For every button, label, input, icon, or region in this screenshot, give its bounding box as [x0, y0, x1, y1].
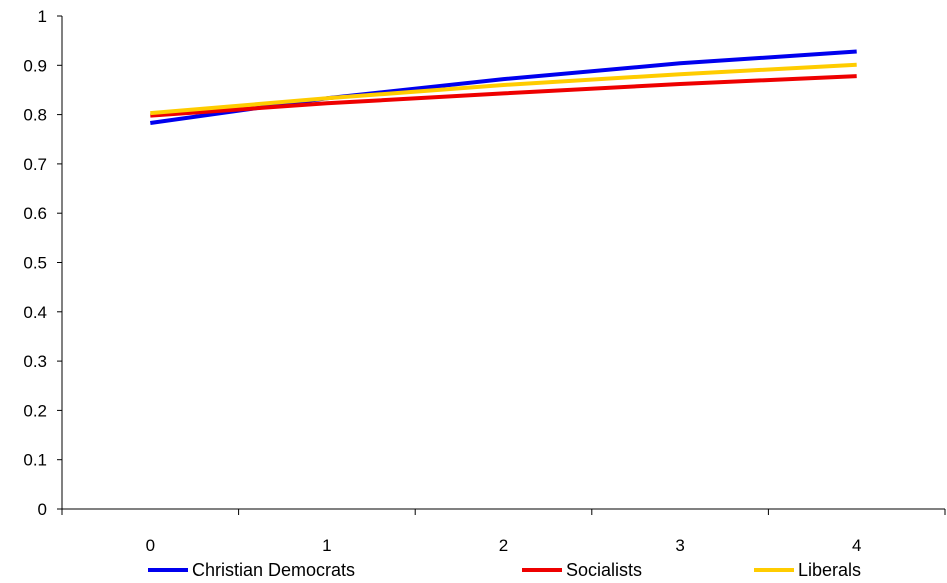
series-line-socialists: [150, 74, 857, 118]
y-tick-label: 0.9: [23, 56, 47, 75]
y-tick-label: 0.6: [23, 204, 47, 223]
legend-label: Liberals: [798, 560, 861, 580]
y-axis: 0 0.1 0.2 0.3 0.4 0.5 0.6 0.7 0.8 0.9 1: [23, 7, 63, 519]
x-tick-label: 0: [146, 536, 155, 555]
x-tick-label: 3: [675, 536, 684, 555]
x-axis: 0 1 2 3 4: [61, 508, 946, 555]
legend-label: Socialists: [566, 560, 642, 580]
legend-item-socialists: Socialists: [522, 560, 642, 580]
y-tick-label: 1: [38, 7, 47, 26]
series-lines: [150, 49, 857, 125]
y-tick-label: 0.3: [23, 352, 47, 371]
legend: Christian Democrats Socialists Liberals: [148, 560, 861, 580]
y-tick-label: 0.8: [23, 106, 47, 125]
y-tick-label: 0.2: [23, 401, 47, 420]
y-tick-label: 0.1: [23, 451, 47, 470]
legend-item-christian-democrats: Christian Democrats: [148, 560, 355, 580]
legend-label: Christian Democrats: [192, 560, 355, 580]
y-tick-label: 0: [38, 500, 47, 519]
legend-item-liberals: Liberals: [754, 560, 861, 580]
y-tick-label: 0.7: [23, 155, 47, 174]
x-tick-label: 1: [322, 536, 331, 555]
x-tick-label: 4: [852, 536, 861, 555]
y-tick-label: 0.4: [23, 303, 47, 322]
series-line-liberals: [150, 62, 857, 116]
x-tick-label: 2: [499, 536, 508, 555]
y-tick-label: 0.5: [23, 254, 47, 273]
series-line-christian-democrats: [150, 49, 857, 125]
